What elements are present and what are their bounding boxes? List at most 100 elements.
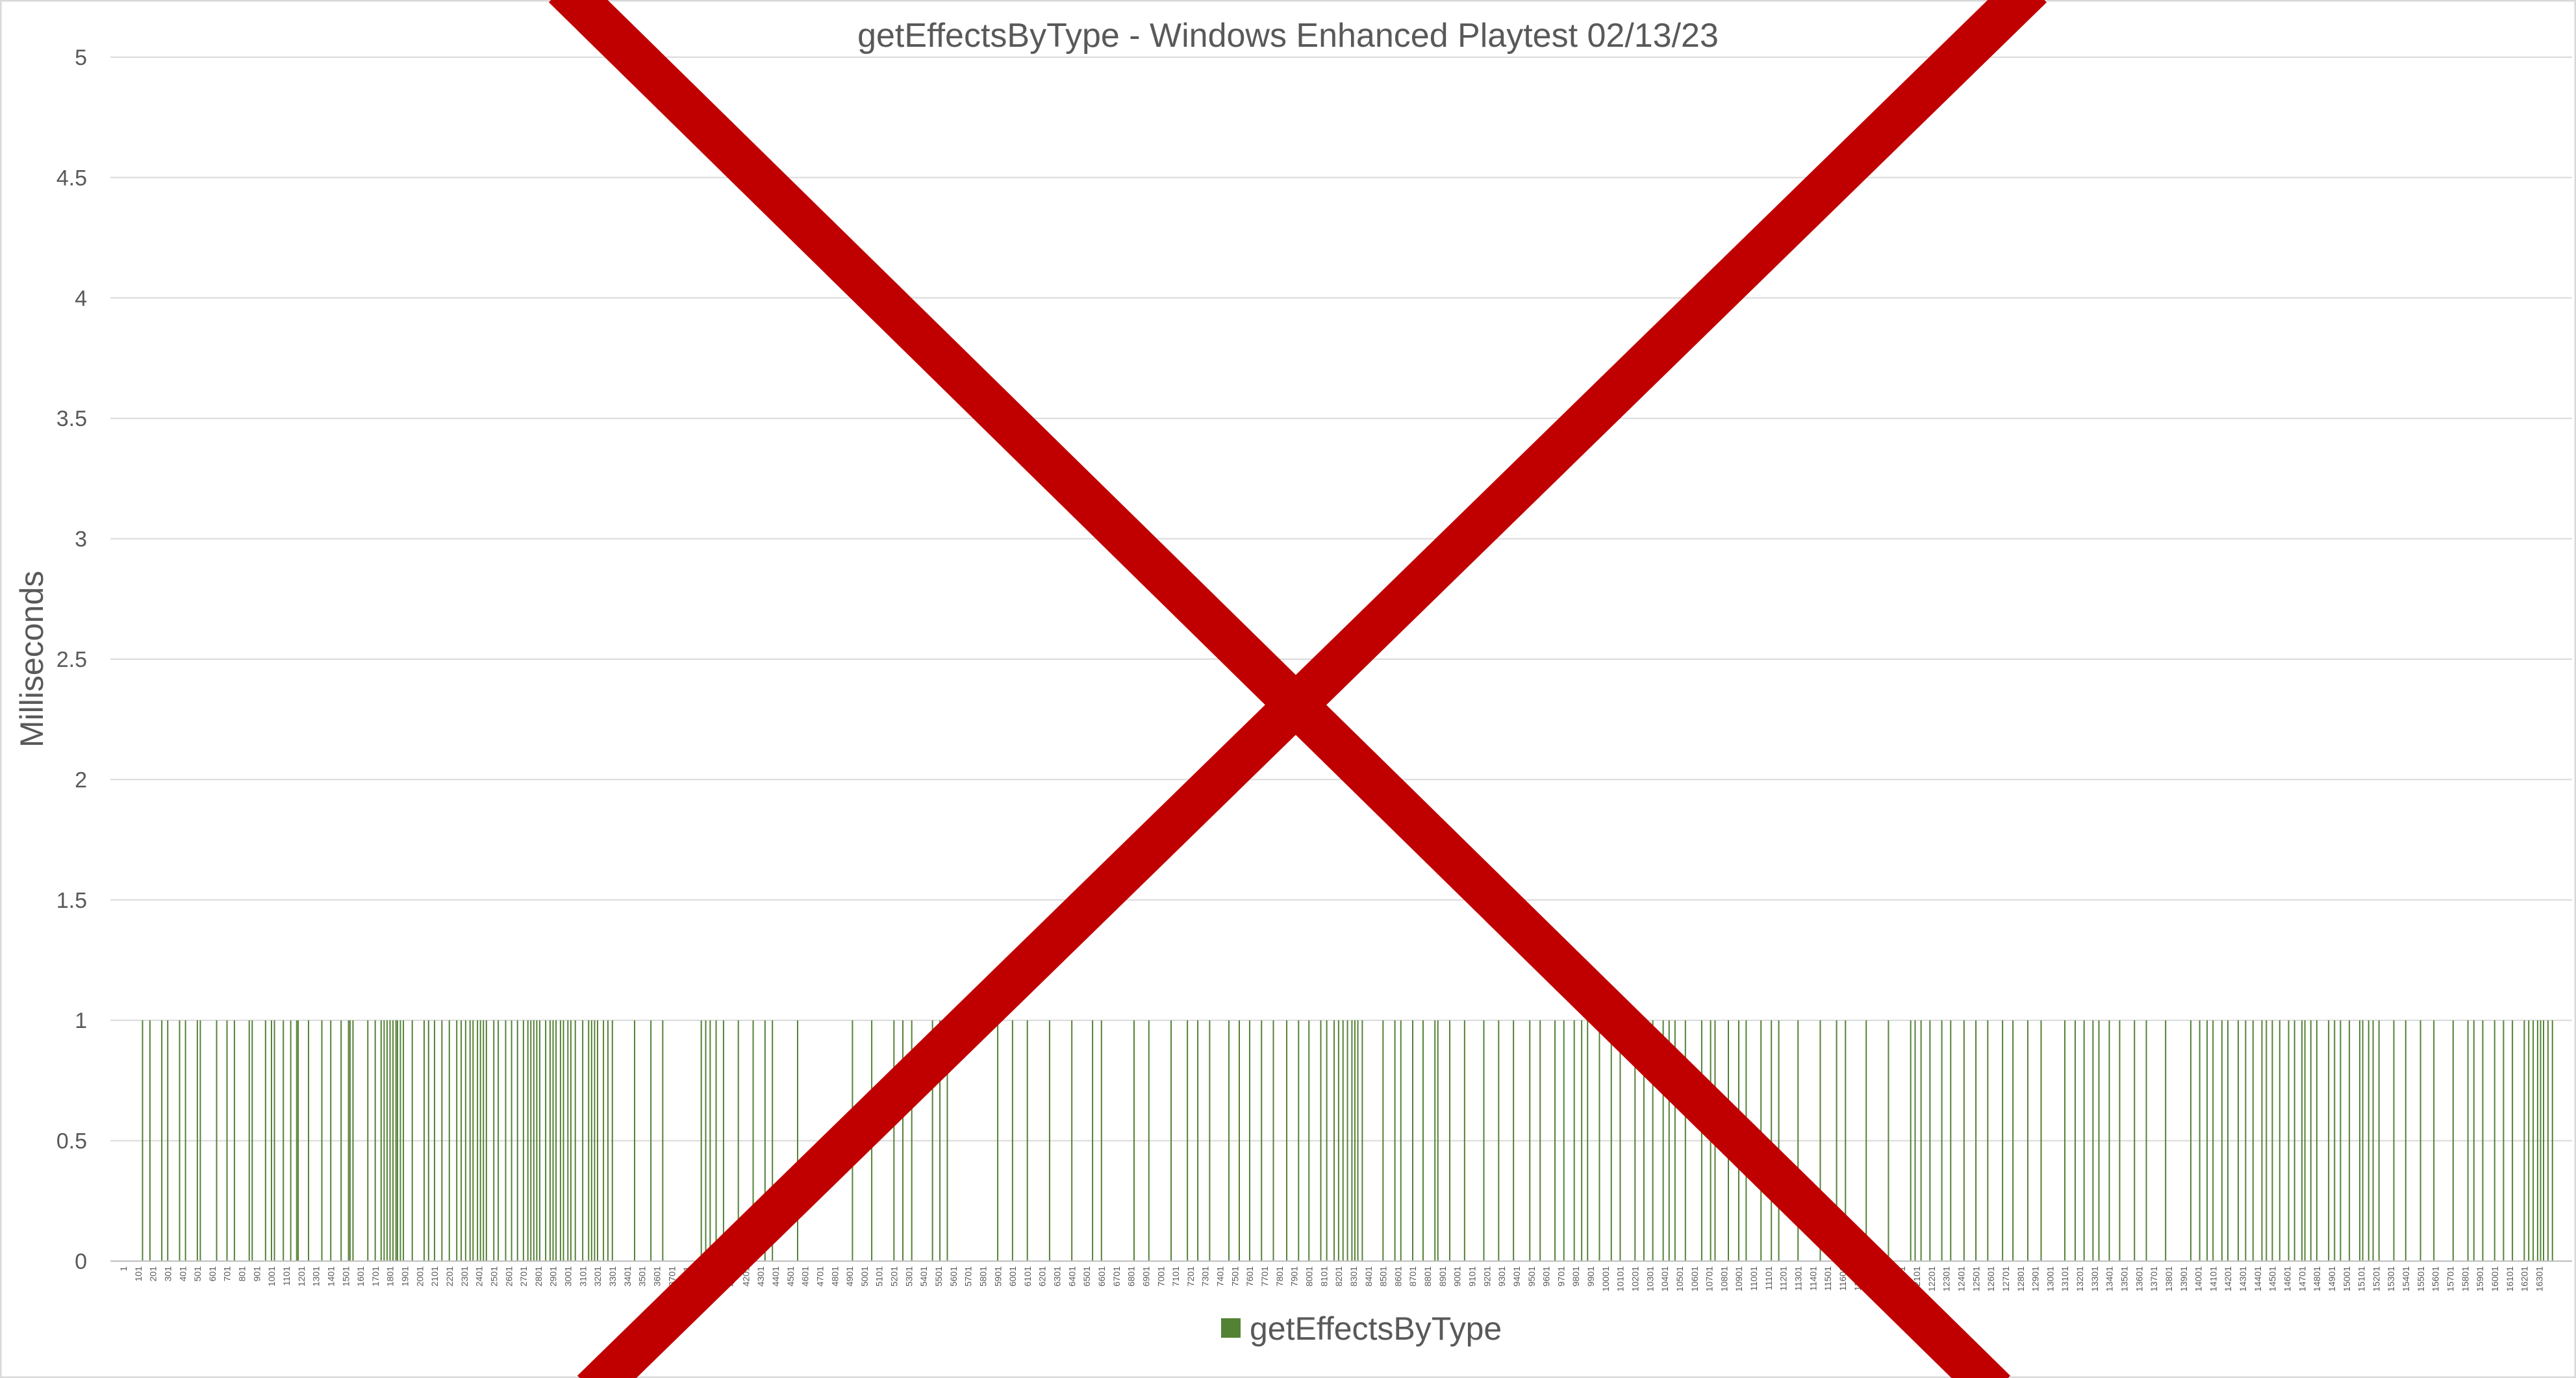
x-tick-label: 14301 [2238, 1266, 2248, 1292]
x-tick-label: 7801 [1274, 1266, 1285, 1286]
x-tick-label: 5701 [963, 1266, 974, 1286]
x-tick-label: 5601 [948, 1266, 959, 1286]
y-tick-label: 0.5 [57, 1129, 87, 1154]
x-tick-label: 11201 [1778, 1266, 1789, 1291]
x-tick-label: 7601 [1244, 1266, 1255, 1286]
x-tick-label: 14201 [2223, 1266, 2233, 1292]
x-tick-label: 1401 [325, 1266, 336, 1286]
x-tick-label: 5801 [978, 1266, 988, 1286]
x-tick-label: 1701 [370, 1266, 381, 1286]
x-tick-label: 7501 [1230, 1266, 1240, 1286]
x-tick-label: 8201 [1333, 1266, 1344, 1286]
x-tick-label: 8901 [1437, 1266, 1448, 1286]
x-tick-label: 4901 [844, 1266, 855, 1286]
x-tick-label: 12801 [2015, 1266, 2026, 1292]
x-tick-label: 3601 [651, 1266, 662, 1286]
x-tick-label: 5201 [889, 1266, 900, 1286]
x-tick-label: 11001 [1749, 1266, 1759, 1291]
x-tick-label: 10001 [1600, 1266, 1611, 1292]
x-tick-label: 10701 [1704, 1266, 1715, 1292]
x-tick-label: 4501 [785, 1266, 796, 1286]
x-tick-label: 14501 [2267, 1266, 2278, 1292]
x-tick-label: 3101 [577, 1266, 588, 1286]
x-tick-label: 16201 [2519, 1266, 2530, 1292]
y-tick-label: 1.5 [57, 888, 87, 913]
x-tick-label: 15401 [2401, 1266, 2411, 1292]
x-tick-label: 13501 [2119, 1266, 2129, 1292]
x-tick-label: 13001 [2045, 1266, 2055, 1292]
x-tick-label: 4401 [770, 1266, 781, 1286]
x-tick-label: 9301 [1496, 1266, 1507, 1286]
x-tick-label: 11101 [1763, 1266, 1774, 1290]
x-tick-label: 14401 [2253, 1266, 2263, 1292]
x-tick-label: 1501 [340, 1266, 351, 1286]
x-tick-label: 4701 [814, 1266, 825, 1286]
x-tick-label: 13601 [2134, 1266, 2144, 1292]
x-tick-label: 8301 [1348, 1266, 1359, 1286]
x-tick-label: 6301 [1052, 1266, 1063, 1286]
y-axis-title: Milliseconds [14, 571, 50, 747]
x-tick-label: 8601 [1393, 1266, 1403, 1286]
x-tick-label: 6901 [1141, 1266, 1151, 1286]
x-tick-label: 10801 [1719, 1266, 1729, 1292]
x-tick-label: 5301 [903, 1266, 914, 1286]
x-tick-label: 6101 [1022, 1266, 1033, 1286]
x-tick-label: 2401 [474, 1266, 485, 1286]
x-tick-label: 301 [162, 1266, 173, 1282]
x-tick-label: 11301 [1793, 1266, 1803, 1291]
x-tick-label: 9801 [1571, 1266, 1581, 1286]
x-tick-label: 6201 [1037, 1266, 1048, 1286]
x-tick-label: 8501 [1378, 1266, 1389, 1286]
x-tick-label: 6001 [1007, 1266, 1018, 1286]
x-tick-label: 5501 [933, 1266, 944, 1286]
y-axis-tick-labels: 0 0.5 1 1.5 2 2.5 3 3.5 4 4.5 5 [57, 45, 87, 1274]
x-tick-label: 12301 [1941, 1266, 1952, 1292]
x-tick-label: 1901 [400, 1266, 410, 1286]
x-tick-label: 15701 [2445, 1266, 2455, 1292]
x-tick-label: 14801 [2312, 1266, 2322, 1292]
x-tick-label: 1 [118, 1266, 129, 1272]
x-tick-label: 14901 [2327, 1266, 2337, 1292]
x-tick-label: 15801 [2460, 1266, 2470, 1292]
x-tick-label: 10601 [1689, 1266, 1700, 1292]
x-tick-label: 12701 [2001, 1266, 2011, 1292]
x-tick-label: 11501 [1823, 1266, 1833, 1291]
x-tick-label: 5901 [992, 1266, 1003, 1286]
x-tick-label: 12601 [1986, 1266, 1996, 1292]
x-tick-label: 14101 [2208, 1266, 2218, 1292]
x-tick-label: 15001 [2342, 1266, 2352, 1292]
x-tick-label: 3501 [637, 1266, 648, 1286]
x-tick-label: 2301 [459, 1266, 470, 1286]
x-tick-label: 2601 [503, 1266, 514, 1286]
x-tick-label: 7001 [1155, 1266, 1166, 1286]
x-tick-label: 8001 [1304, 1266, 1314, 1286]
x-tick-label: 901 [251, 1266, 262, 1282]
x-tick-label: 2801 [533, 1266, 544, 1286]
y-tick-label: 2 [75, 768, 87, 792]
x-tick-label: 5401 [918, 1266, 929, 1286]
legend-swatch [1221, 1318, 1241, 1338]
x-tick-label: 16301 [2534, 1266, 2544, 1292]
x-tick-label: 201 [148, 1266, 158, 1282]
x-tick-label: 12201 [1926, 1266, 1937, 1292]
x-tick-label: 13301 [2090, 1266, 2100, 1292]
x-tick-label: 101 [133, 1266, 144, 1282]
chart-title: getEffectsByType - Windows Enhanced Play… [857, 17, 1719, 55]
x-tick-label: 8401 [1363, 1266, 1374, 1286]
x-tick-label: 10401 [1660, 1266, 1670, 1292]
x-tick-label: 15501 [2416, 1266, 2426, 1292]
x-tick-label: 7201 [1185, 1266, 1196, 1286]
legend-label: getEffectsByType [1250, 1310, 1502, 1347]
x-tick-label: 7401 [1215, 1266, 1226, 1286]
x-tick-label: 6801 [1126, 1266, 1137, 1286]
x-tick-label: 501 [192, 1266, 203, 1282]
x-tick-label: 9401 [1511, 1266, 1522, 1286]
x-tick-label: 12401 [1956, 1266, 1966, 1292]
x-tick-label: 4601 [800, 1266, 811, 1286]
x-tick-label: 15601 [2431, 1266, 2441, 1292]
x-tick-label: 10201 [1630, 1266, 1640, 1292]
y-tick-label: 5 [75, 45, 87, 70]
x-tick-label: 9201 [1482, 1266, 1492, 1286]
x-tick-label: 12501 [1971, 1266, 1981, 1292]
